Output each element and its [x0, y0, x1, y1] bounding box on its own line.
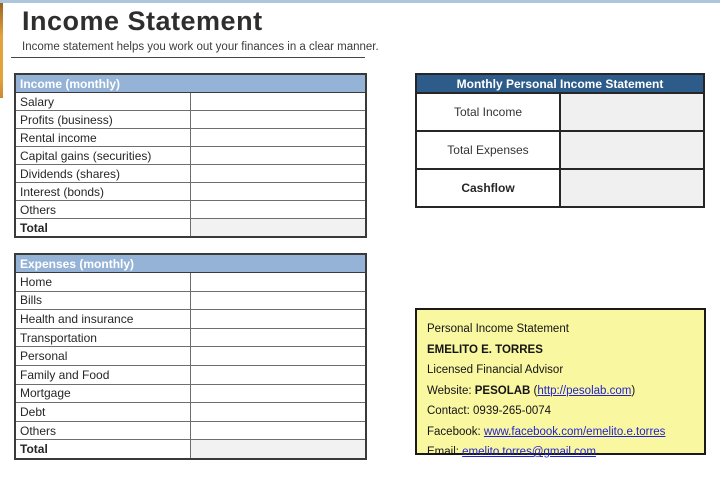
summary-total-income-label: Total Income	[415, 92, 561, 132]
income-row-label: Dividends (shares)	[14, 164, 191, 183]
table-row: Capital gains (securities)	[14, 146, 367, 165]
income-header-row: Income (monthly)	[14, 73, 367, 93]
website-brand: PESOLAB	[474, 384, 531, 397]
income-total-row: Total	[14, 218, 367, 238]
contact-card-title: Personal Income Statement	[427, 323, 569, 335]
page-subtitle: Income statement helps you work out your…	[22, 41, 379, 53]
facebook-label: Facebook:	[427, 425, 484, 438]
website-line: Website: PESOLAB (http://pesolab.com)	[427, 381, 698, 402]
income-row-label: Capital gains (securities)	[14, 146, 191, 165]
expense-row-label: Mortgage	[14, 383, 191, 404]
advisor-name: EMELITO E. TORRES	[427, 343, 543, 356]
summary-total-expenses-value-cell	[559, 130, 705, 170]
expense-row-label: Health and insurance	[14, 309, 191, 329]
email-link[interactable]: emelito.torres@gmail.com	[462, 446, 596, 458]
advisor-role: Licensed Financial Advisor	[427, 364, 564, 376]
email-line: Email: emelito.torres@gmail.com	[427, 442, 698, 463]
table-row: Family and Food	[14, 364, 367, 385]
table-row: Personal	[14, 346, 367, 366]
table-row: Home	[14, 272, 367, 292]
expense-row-value-cell[interactable]	[190, 420, 367, 441]
expense-row-value-cell[interactable]	[190, 364, 367, 385]
expense-row-label: Bills	[14, 290, 191, 311]
contact-number: Contact: 0939-265-0074	[427, 405, 552, 417]
table-row: Dividends (shares)	[14, 164, 367, 183]
summary-total-expenses-label: Total Expenses	[415, 130, 561, 170]
expense-row-value-cell[interactable]	[190, 272, 367, 292]
table-row: Rental income	[14, 128, 367, 147]
website-label: Website:	[427, 384, 475, 397]
expenses-total-row: Total	[14, 439, 367, 460]
income-row-value-cell[interactable]	[190, 110, 367, 129]
expense-row-value-cell[interactable]	[190, 309, 367, 329]
expenses-header-row: Expenses (monthly)	[14, 253, 367, 273]
income-row-value-cell[interactable]	[190, 182, 367, 201]
table-row: Others	[14, 420, 367, 441]
income-table-header: Income (monthly)	[14, 73, 367, 93]
expense-row-value-cell[interactable]	[190, 290, 367, 311]
website-open-paren: (	[530, 384, 538, 397]
expense-row-label: Home	[14, 272, 191, 292]
table-row: Health and insurance	[14, 309, 367, 329]
summary-table-header: Monthly Personal Income Statement	[415, 73, 705, 94]
table-row: Bills	[14, 290, 367, 311]
table-row: Interest (bonds)	[14, 182, 367, 201]
income-row-label: Interest (bonds)	[14, 182, 191, 201]
table-row: Cashflow	[415, 168, 705, 208]
table-row: Total Expenses	[415, 130, 705, 170]
table-row: Total Income	[415, 92, 705, 132]
summary-table: Monthly Personal Income Statement Total …	[415, 73, 705, 208]
website-link[interactable]: http://pesolab.com	[537, 384, 632, 397]
expense-row-label: Personal	[14, 346, 191, 366]
email-label: Email:	[427, 446, 463, 458]
income-total-value-cell	[190, 218, 367, 238]
summary-total-income-value-cell	[559, 92, 705, 132]
expense-row-label: Transportation	[14, 327, 191, 348]
expenses-table: Expenses (monthly) Home Bills Health and…	[14, 253, 367, 460]
income-row-label: Rental income	[14, 128, 191, 147]
income-row-label: Salary	[14, 92, 191, 111]
income-row-label: Profits (business)	[14, 110, 191, 129]
table-row: Profits (business)	[14, 110, 367, 129]
facebook-line: Facebook: www.facebook.com/emelito.e.tor…	[427, 422, 698, 443]
income-row-label: Others	[14, 200, 191, 219]
expense-row-label: Others	[14, 420, 191, 441]
header-divider	[11, 57, 365, 58]
expense-row-label: Family and Food	[14, 364, 191, 385]
income-table: Income (monthly) Salary Profits (busines…	[14, 73, 367, 238]
summary-cashflow-label: Cashflow	[415, 168, 561, 208]
income-row-value-cell[interactable]	[190, 164, 367, 183]
contact-card: Personal Income Statement EMELITO E. TOR…	[415, 308, 706, 458]
income-total-label: Total	[14, 218, 191, 238]
income-row-value-cell[interactable]	[190, 200, 367, 219]
expense-row-value-cell[interactable]	[190, 402, 367, 422]
website-close-paren: )	[631, 384, 636, 397]
expenses-total-label: Total	[14, 439, 191, 460]
income-row-value-cell[interactable]	[190, 128, 367, 147]
expense-row-value-cell[interactable]	[190, 383, 367, 404]
table-row: Debt	[14, 402, 367, 422]
income-row-value-cell[interactable]	[190, 146, 367, 165]
expense-row-value-cell[interactable]	[190, 346, 367, 366]
page-title: Income Statement	[22, 6, 263, 36]
expenses-total-value-cell	[190, 439, 367, 460]
table-row: Salary	[14, 92, 367, 111]
summary-cashflow-value-cell	[559, 168, 705, 208]
table-row: Transportation	[14, 327, 367, 348]
facebook-link[interactable]: www.facebook.com/emelito.e.torres	[483, 425, 666, 438]
expense-row-value-cell[interactable]	[190, 327, 367, 348]
expenses-table-header: Expenses (monthly)	[14, 253, 367, 273]
summary-header-row: Monthly Personal Income Statement	[415, 73, 705, 94]
table-row: Others	[14, 200, 367, 219]
top-accent-line	[0, 0, 720, 3]
income-row-value-cell[interactable]	[190, 92, 367, 111]
left-accent-stripe	[0, 3, 3, 98]
expense-row-label: Debt	[14, 402, 191, 422]
table-row: Mortgage	[14, 383, 367, 404]
